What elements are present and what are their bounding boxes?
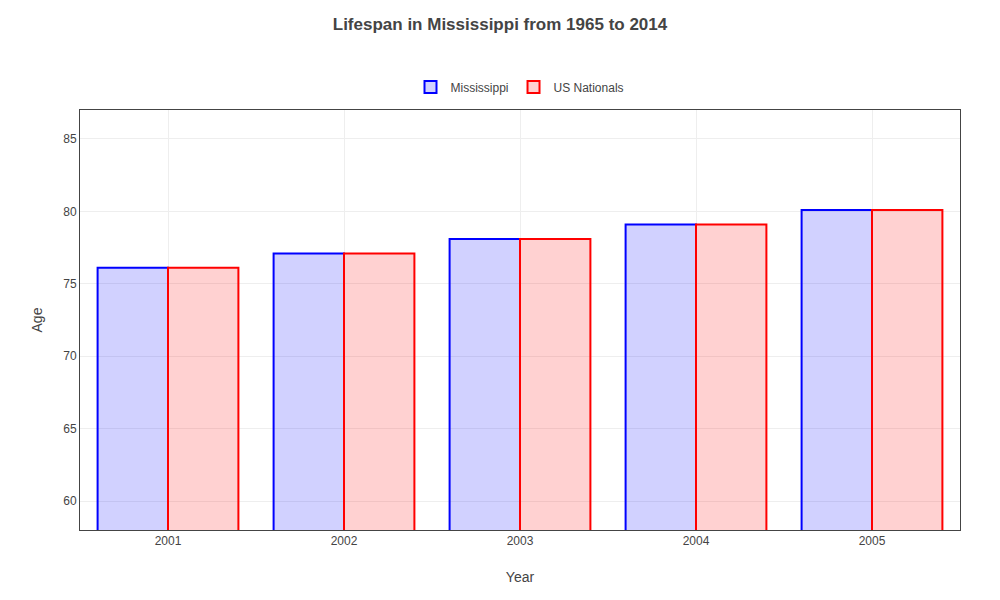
svg-text:US Nationals: US Nationals xyxy=(554,81,624,95)
svg-text:2002: 2002 xyxy=(331,534,358,548)
svg-text:Year: Year xyxy=(506,569,535,585)
svg-text:2003: 2003 xyxy=(507,534,534,548)
svg-text:75: 75 xyxy=(63,277,77,291)
svg-text:Age: Age xyxy=(29,307,45,332)
svg-text:2005: 2005 xyxy=(859,534,886,548)
svg-text:85: 85 xyxy=(63,132,77,146)
svg-text:80: 80 xyxy=(63,205,77,219)
svg-text:60: 60 xyxy=(63,494,77,508)
svg-text:70: 70 xyxy=(63,349,77,363)
svg-text:Lifespan in Mississippi from 1: Lifespan in Mississippi from 1965 to 201… xyxy=(333,15,668,34)
svg-text:2004: 2004 xyxy=(683,534,710,548)
svg-text:2001: 2001 xyxy=(155,534,182,548)
svg-text:Mississippi: Mississippi xyxy=(451,81,509,95)
svg-text:65: 65 xyxy=(63,422,77,436)
